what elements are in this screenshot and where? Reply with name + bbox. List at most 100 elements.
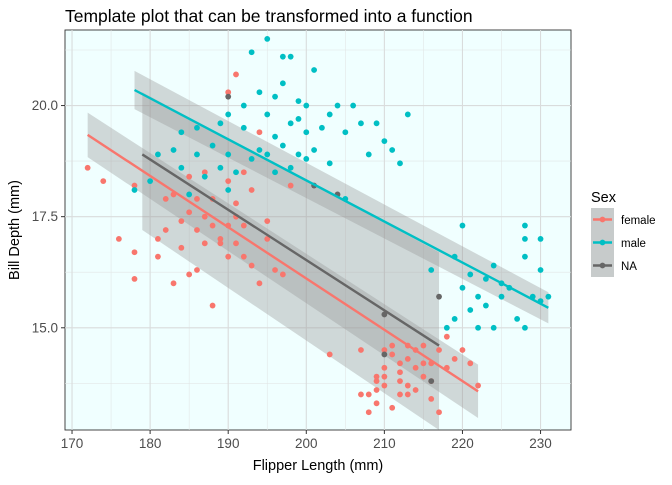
point-female — [264, 235, 271, 242]
legend-title: Sex — [591, 190, 617, 206]
point-male — [459, 284, 466, 291]
x-axis-label: Flipper Length (mm) — [253, 458, 384, 474]
point-male — [233, 169, 239, 176]
point-male — [264, 151, 271, 158]
y-axis-label: Bill Depth (mm) — [7, 180, 23, 280]
point-male — [350, 102, 357, 109]
point-female — [428, 395, 435, 402]
point-na — [381, 351, 388, 358]
point-male — [287, 164, 294, 171]
point-male — [373, 120, 380, 127]
point-male — [303, 102, 310, 109]
point-female — [131, 275, 138, 282]
y-tick-label: 15.0 — [32, 320, 58, 335]
point-layer — [84, 35, 552, 416]
point-male — [342, 129, 349, 136]
point-male — [522, 324, 528, 331]
point-female — [404, 391, 411, 398]
point-female — [115, 235, 122, 242]
point-female — [475, 382, 481, 389]
point-female — [272, 267, 278, 273]
point-female — [155, 253, 161, 260]
point-female — [170, 280, 177, 287]
point-male — [178, 129, 185, 136]
point-female — [131, 182, 138, 189]
legend-point-male — [599, 239, 606, 246]
point-male — [272, 169, 278, 176]
point-male — [326, 160, 333, 167]
point-male — [272, 93, 278, 100]
point-female — [397, 360, 403, 367]
point-female — [240, 222, 247, 229]
legend-label-male: male — [621, 238, 646, 250]
trend-line-na — [141, 153, 440, 347]
point-male — [295, 98, 302, 105]
point-female — [233, 200, 239, 207]
point-female — [233, 71, 239, 78]
point-female — [412, 387, 419, 393]
point-female — [155, 235, 161, 242]
point-female — [248, 187, 255, 193]
point-male — [186, 191, 193, 198]
point-male — [451, 315, 458, 322]
point-male — [256, 89, 263, 96]
trend-line-female — [86, 133, 479, 393]
point-female — [420, 360, 427, 367]
point-male — [225, 151, 232, 158]
point-male — [311, 147, 317, 153]
point-female — [264, 218, 271, 225]
point-male — [475, 324, 481, 331]
point-male — [522, 253, 528, 260]
point-male — [467, 271, 474, 278]
point-male — [279, 80, 286, 87]
point-male — [248, 49, 255, 56]
point-male — [475, 293, 481, 300]
point-female — [194, 227, 200, 233]
point-male — [365, 151, 372, 158]
point-female — [248, 262, 255, 269]
point-male — [225, 111, 232, 118]
axis-layer: 170 180 190 200 210 220 230 15.0 17.5 20.0 — [32, 98, 552, 451]
x-tick-label: 170 — [61, 436, 84, 451]
point-female — [256, 280, 263, 287]
point-female — [209, 302, 216, 309]
point-male — [201, 173, 208, 180]
point-male — [131, 187, 138, 193]
ribbon-layer — [87, 70, 549, 430]
point-male — [240, 124, 247, 131]
point-male — [295, 115, 302, 122]
point-female — [397, 391, 403, 398]
point-male — [522, 235, 528, 242]
point-female — [256, 129, 263, 136]
point-female — [436, 409, 442, 416]
point-na — [428, 378, 435, 385]
point-female — [201, 240, 208, 247]
point-female — [225, 89, 232, 96]
point-male — [264, 111, 271, 118]
point-male — [482, 275, 489, 282]
point-male — [514, 315, 521, 322]
point-female — [201, 213, 208, 220]
point-male — [319, 124, 325, 131]
point-male — [287, 53, 294, 60]
x-tick-label: 200 — [295, 436, 318, 451]
point-male — [381, 138, 388, 145]
point-female — [443, 333, 450, 340]
point-female — [389, 404, 396, 411]
point-female — [459, 347, 466, 353]
point-male — [217, 120, 224, 127]
point-male — [147, 178, 154, 185]
point-female — [131, 249, 138, 256]
point-male — [482, 302, 489, 309]
point-female — [404, 355, 411, 362]
point-female — [209, 222, 216, 229]
point-male — [256, 147, 263, 153]
point-female — [365, 409, 372, 416]
point-female — [381, 364, 388, 371]
point-male — [303, 155, 310, 162]
point-male — [240, 102, 247, 109]
point-female — [404, 382, 411, 389]
legend-point-na — [599, 262, 606, 269]
point-female — [287, 182, 294, 189]
